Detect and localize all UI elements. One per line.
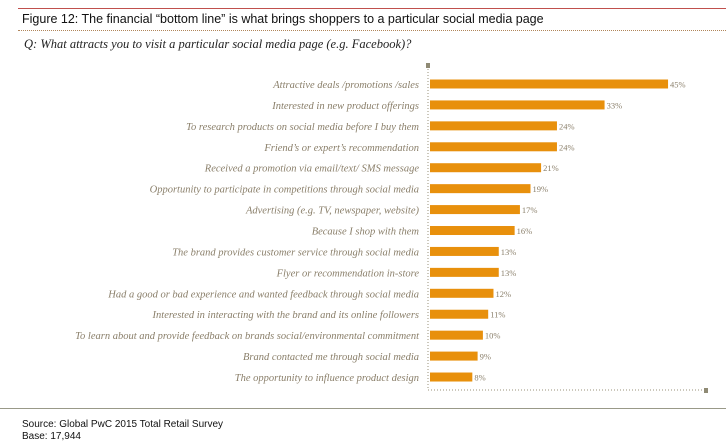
bar: [430, 351, 478, 361]
category-label: Interested in new product offerings: [271, 101, 419, 112]
category-label: Attractive deals /promotions /sales: [272, 80, 419, 91]
category-label: Flyer or recommendation in-store: [276, 268, 420, 279]
base-note: Base: 17,944: [22, 431, 81, 442]
category-label: The brand provides customer service thro…: [172, 247, 419, 258]
data-label: 24%: [559, 121, 575, 131]
bar: [430, 330, 483, 340]
data-label: 19%: [533, 184, 549, 194]
category-label: Friend’s or expert’s recommendation: [263, 143, 419, 154]
data-label: 24%: [559, 142, 575, 152]
category-label: Received a promotion via email/text/ SMS…: [204, 164, 420, 175]
data-label: 13%: [501, 268, 517, 278]
category-label: Had a good or bad experience and wanted …: [107, 289, 419, 300]
category-label: Interested in interacting with the brand…: [152, 310, 419, 321]
category-label: The opportunity to influence product des…: [235, 373, 419, 384]
data-label: 21%: [543, 163, 559, 173]
bar: [430, 309, 489, 319]
category-label: Opportunity to participate in competitio…: [150, 185, 419, 196]
category-label: To learn about and provide feedback on b…: [75, 331, 420, 342]
bar: [430, 267, 499, 277]
data-label: 9%: [480, 352, 491, 362]
data-label: 33%: [607, 100, 623, 110]
data-label: 45%: [670, 80, 686, 90]
data-label: 13%: [501, 247, 517, 257]
category-label: Brand contacted me through social media: [243, 352, 419, 363]
data-label: 11%: [490, 310, 505, 320]
survey-question: Q: What attracts you to visit a particul…: [24, 37, 412, 51]
axis-end-marker: [704, 388, 708, 393]
bar: [430, 79, 669, 89]
category-label: To research products on social media bef…: [186, 122, 419, 133]
category-label: Advertising (e.g. TV, newspaper, website…: [245, 206, 420, 217]
bar: [430, 100, 605, 110]
data-label: 10%: [485, 331, 501, 341]
category-label: Because I shop with them: [312, 227, 420, 238]
bar: [430, 163, 542, 173]
bar: [430, 226, 515, 236]
bar: [430, 288, 494, 298]
source-note: Source: Global PwC 2015 Total Retail Sur…: [22, 419, 224, 430]
data-label: 17%: [522, 205, 538, 215]
data-label: 16%: [517, 226, 533, 236]
axis-end-marker: [426, 63, 430, 68]
bar: [430, 121, 557, 131]
data-label: 12%: [495, 289, 511, 299]
bar: [430, 372, 473, 382]
title-divider: [18, 30, 726, 31]
figure-title: Figure 12: The financial “bottom line” i…: [22, 12, 544, 26]
bar: [430, 246, 499, 256]
bar: [430, 142, 557, 152]
data-label: 8%: [474, 373, 485, 383]
bar: [430, 184, 531, 194]
footer-rule: [0, 408, 726, 409]
bar: [430, 205, 520, 215]
top-rule: [18, 8, 726, 9]
